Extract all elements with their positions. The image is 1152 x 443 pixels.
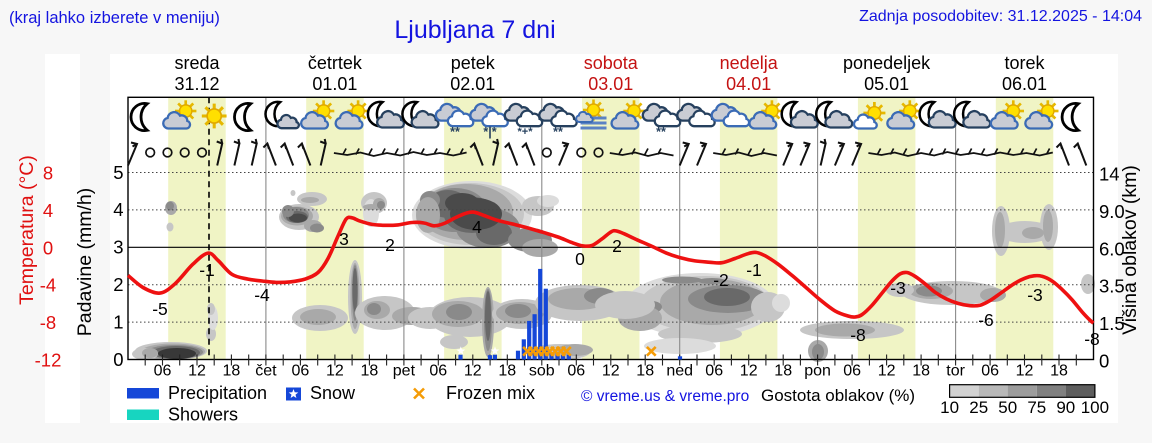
svg-text:1: 1 [113, 311, 123, 332]
svg-text:pon: pon [804, 363, 831, 380]
svg-text:50: 50 [998, 398, 1017, 417]
svg-text:31.12: 31.12 [174, 74, 219, 94]
svg-text:*+*: *+* [518, 126, 534, 138]
svg-text:Temperatura (°C): Temperatura (°C) [16, 155, 38, 305]
svg-text:06: 06 [705, 363, 723, 380]
svg-text:05.01: 05.01 [864, 74, 909, 94]
svg-text:06: 06 [981, 363, 999, 380]
svg-text:25: 25 [969, 398, 988, 417]
svg-text:torek: torek [1004, 53, 1045, 73]
svg-text:Višina oblakov (km): Višina oblakov (km) [1119, 165, 1141, 335]
svg-text:tor: tor [946, 363, 965, 380]
svg-text:Precipitation: Precipitation [168, 383, 267, 403]
svg-text:-2: -2 [713, 270, 729, 290]
svg-text:-8: -8 [40, 312, 56, 333]
svg-text:2: 2 [612, 236, 622, 256]
svg-text:2: 2 [113, 274, 123, 295]
svg-text:-1: -1 [199, 260, 215, 280]
svg-text:0: 0 [113, 349, 123, 370]
svg-text:04.01: 04.01 [726, 74, 771, 94]
svg-text:**: ** [553, 125, 563, 139]
svg-text:4: 4 [43, 200, 53, 221]
svg-text:Zadnja posodobitev: 31.12.2025: Zadnja posodobitev: 31.12.2025 - 14:04 [859, 8, 1142, 25]
svg-text:-8: -8 [850, 325, 866, 345]
svg-text:18: 18 [774, 363, 792, 380]
svg-text:03.01: 03.01 [588, 74, 633, 94]
svg-text:18: 18 [1050, 363, 1068, 380]
svg-text:06: 06 [429, 363, 447, 380]
svg-text:10: 10 [940, 398, 959, 417]
svg-text:3: 3 [113, 237, 123, 258]
svg-text:-4: -4 [254, 285, 270, 305]
svg-text:3.5: 3.5 [1099, 276, 1125, 297]
svg-text:1.5: 1.5 [1099, 313, 1125, 334]
svg-text:9.0: 9.0 [1099, 201, 1125, 222]
svg-text:ponedeljek: ponedeljek [843, 53, 931, 73]
svg-text:-3: -3 [890, 278, 906, 298]
svg-text:Snow: Snow [310, 383, 356, 403]
svg-text:18: 18 [912, 363, 930, 380]
svg-text:© vreme.us & vreme.pro: © vreme.us & vreme.pro [581, 388, 749, 405]
svg-text:-5: -5 [152, 299, 168, 319]
svg-text:četrtek: četrtek [308, 53, 363, 73]
svg-text:14: 14 [1099, 164, 1120, 185]
svg-text:sreda: sreda [174, 53, 220, 73]
svg-text:8: 8 [43, 163, 53, 184]
svg-text:Gostota oblakov (%): Gostota oblakov (%) [761, 386, 915, 405]
svg-text:18: 18 [498, 363, 516, 380]
svg-text:-3: -3 [1027, 285, 1043, 305]
svg-text:2: 2 [385, 235, 395, 255]
svg-text:12: 12 [188, 363, 206, 380]
svg-text:18: 18 [361, 363, 379, 380]
svg-text:6.0: 6.0 [1099, 238, 1125, 259]
svg-text:sobota: sobota [584, 53, 639, 73]
svg-text:**: ** [450, 125, 460, 139]
svg-text:sob: sob [529, 363, 555, 380]
svg-text:0: 0 [575, 249, 585, 269]
svg-text:18: 18 [223, 363, 241, 380]
svg-text:06.01: 06.01 [1002, 74, 1047, 94]
svg-text:-4: -4 [40, 275, 56, 296]
svg-text:0: 0 [43, 237, 53, 258]
svg-text:12: 12 [1016, 363, 1034, 380]
svg-text:12: 12 [602, 363, 620, 380]
svg-text:75: 75 [1027, 398, 1046, 417]
svg-text:*|*: *|* [483, 125, 496, 139]
svg-text:06: 06 [843, 363, 861, 380]
svg-text:Ljubljana 7 dni: Ljubljana 7 dni [394, 16, 555, 44]
svg-text:100: 100 [1081, 398, 1109, 417]
svg-text:06: 06 [292, 363, 310, 380]
svg-text:02.01: 02.01 [450, 74, 495, 94]
svg-text:-8: -8 [1084, 329, 1100, 349]
svg-text:-6: -6 [978, 310, 994, 330]
svg-text:nedelja: nedelja [720, 53, 779, 73]
svg-text:ned: ned [666, 363, 693, 380]
svg-text:3: 3 [339, 229, 349, 249]
svg-text:petek: petek [451, 53, 496, 73]
svg-text:-12: -12 [35, 350, 62, 371]
svg-text:06: 06 [567, 363, 585, 380]
svg-text:4: 4 [472, 217, 482, 237]
svg-text:12: 12 [740, 363, 758, 380]
svg-text:pet: pet [393, 363, 416, 380]
svg-text:12: 12 [464, 363, 482, 380]
svg-text:Padavine (mm/h): Padavine (mm/h) [74, 188, 96, 336]
svg-text:0: 0 [1099, 351, 1109, 372]
svg-text:(kraj lahko izberete v meniju): (kraj lahko izberete v meniju) [9, 9, 220, 27]
svg-text:18: 18 [636, 363, 654, 380]
svg-text:**: ** [656, 125, 666, 139]
svg-text:06: 06 [154, 363, 172, 380]
svg-text:5: 5 [113, 162, 123, 183]
svg-text:-1: -1 [746, 260, 762, 280]
svg-text:12: 12 [326, 363, 344, 380]
svg-text:12: 12 [878, 363, 896, 380]
svg-text:4: 4 [113, 199, 123, 220]
svg-text:01.01: 01.01 [312, 74, 357, 94]
svg-text:Frozen mix: Frozen mix [446, 383, 535, 403]
svg-text:Showers: Showers [168, 405, 238, 425]
svg-text:čet: čet [255, 363, 277, 380]
svg-text:90: 90 [1056, 398, 1075, 417]
